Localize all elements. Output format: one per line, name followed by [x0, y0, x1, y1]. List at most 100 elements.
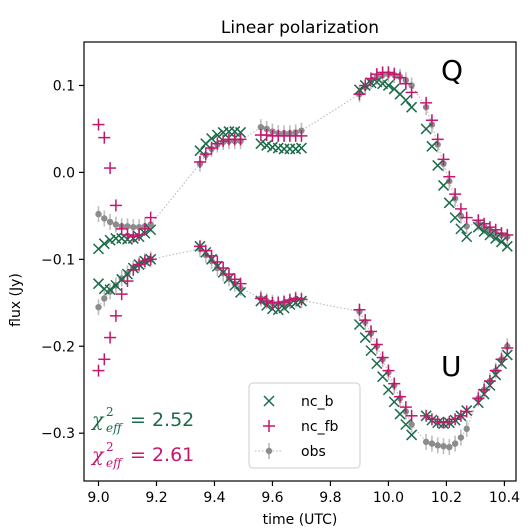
nc-fb-marker	[199, 244, 212, 257]
nc-fb-marker	[295, 293, 308, 306]
chi-value-nc-b: = 2.52	[130, 409, 194, 431]
nc-b-marker	[371, 358, 383, 370]
legend-marker-obs	[255, 443, 283, 459]
nc-fb-marker	[425, 114, 438, 127]
obs-point	[446, 443, 453, 451]
nc-fb-marker	[217, 135, 230, 148]
nc-b-marker	[382, 79, 394, 91]
axes: 9.0 9.2 9.4 9.6 9.8 10.0 10.2 10.4 −0.3 −0.2 −0.1 0…	[41, 41, 520, 506]
nc-b-marker	[420, 123, 432, 135]
nc-b-marker	[501, 349, 513, 361]
nc-fb-marker	[295, 129, 308, 142]
nc-fb-marker	[104, 331, 117, 344]
nc-fb-marker	[109, 309, 122, 322]
nc-b-marker	[443, 197, 455, 209]
nc-fb-marker	[144, 253, 157, 266]
nc-fb-marker	[437, 416, 450, 429]
nc-fb-marker	[394, 390, 407, 403]
nc-fb-marker	[260, 295, 273, 308]
nc-fb-series-q	[92, 66, 514, 243]
nc-fb-marker	[127, 230, 140, 243]
nc-fb-marker	[370, 338, 383, 351]
obs-point	[440, 443, 447, 450]
x-tick-label: 10.4	[489, 490, 520, 506]
nc-b-marker	[211, 129, 223, 141]
nc-fb-marker	[472, 392, 485, 405]
nc-fb-marker	[193, 155, 206, 168]
nc-fb-marker	[382, 66, 395, 79]
obs-point	[106, 218, 114, 226]
nc-b-marker	[104, 284, 116, 296]
nc-fb-marker	[359, 314, 372, 327]
nc-fb-marker	[489, 364, 502, 377]
nc-fb-marker	[211, 255, 224, 268]
nc-fb-marker	[109, 199, 122, 212]
nc-fb-series-u	[92, 240, 514, 429]
nc-fb-marker	[283, 294, 296, 307]
nc-fb-marker	[289, 292, 302, 305]
chart-title: Linear polarization	[221, 18, 379, 38]
x-tick-label: 9.4	[203, 490, 225, 506]
obs-point	[101, 215, 108, 222]
nc-fb-marker	[278, 295, 291, 308]
nc-fb-marker	[449, 188, 462, 201]
nc-fb-marker	[211, 137, 224, 150]
nc-fb-marker	[138, 222, 151, 235]
nc-fb-marker	[454, 202, 467, 215]
nc-b-marker	[449, 212, 461, 224]
obs-point	[95, 210, 102, 218]
obs-point	[257, 123, 265, 131]
nc-fb-marker	[478, 383, 491, 396]
nc-fb-marker	[460, 405, 473, 418]
legend: nc_b nc_fb obs	[248, 382, 361, 469]
nc-fb-marker	[365, 325, 378, 338]
nc-b-marker	[145, 224, 157, 236]
chi-sub-nc-fb: eff	[106, 456, 124, 470]
nc-fb-marker	[353, 303, 366, 316]
obs-point	[451, 440, 459, 447]
nc-b-marker	[432, 159, 444, 171]
obs-point	[408, 421, 415, 428]
x-tick-label: 9.8	[319, 490, 341, 506]
nc-fb-marker	[217, 262, 230, 275]
nc-b-marker	[394, 408, 406, 420]
plot-area	[92, 66, 514, 456]
legend-marker-nc-b	[263, 395, 275, 407]
nc-b-marker	[295, 142, 307, 154]
chi-annotation-nc-fb: χ 2 eff = 2.61	[90, 440, 194, 470]
nc-fb-marker	[405, 86, 418, 99]
nc-b-marker	[490, 232, 502, 244]
obs-point	[130, 223, 137, 231]
obs-point	[422, 438, 430, 446]
nc-fb-marker	[501, 228, 514, 241]
chi-sub-nc-b: eff	[106, 421, 124, 435]
x-tick-label: 9.0	[87, 490, 109, 506]
nc-b-marker	[478, 225, 490, 238]
nc-fb-marker	[199, 148, 212, 161]
x-tick-label: 9.6	[261, 490, 283, 506]
chi-sup-nc-fb: 2	[106, 440, 114, 454]
nc-fb-marker	[483, 375, 496, 388]
nc-b-marker	[235, 126, 247, 138]
nc-b-marker	[484, 229, 496, 241]
chi-annotation-nc-b: χ 2 eff = 2.52	[90, 405, 194, 435]
nc-fb-marker	[254, 292, 267, 305]
x-axis-label: time (UTC)	[263, 512, 338, 528]
nc-fb-marker	[127, 263, 140, 276]
nc-fb-marker	[98, 353, 111, 366]
nc-b-marker	[382, 384, 394, 396]
nc-b-marker	[359, 332, 371, 344]
nc-b-marker	[455, 223, 467, 235]
obs-point	[124, 223, 131, 230]
nc-b-marker	[501, 240, 513, 252]
nc-fb-marker	[144, 211, 157, 224]
obs-point	[95, 303, 102, 311]
y-tick-label: 0.0	[53, 165, 75, 181]
nc-b-marker	[495, 236, 508, 248]
nc-fb-marker	[272, 296, 285, 309]
nc-b-marker	[406, 101, 418, 113]
y-tick-label: −0.3	[41, 426, 75, 442]
y-tick-label: −0.1	[41, 252, 75, 268]
nc-b-marker	[406, 429, 418, 441]
